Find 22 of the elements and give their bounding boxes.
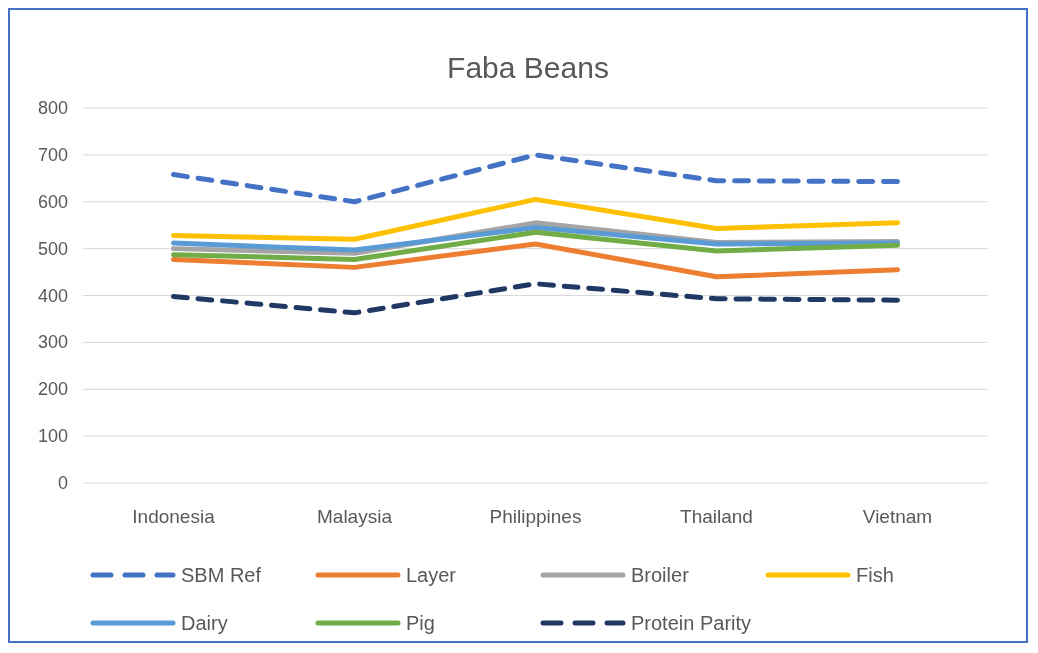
y-tick-label: 400 [37, 285, 68, 306]
legend-label: Layer [406, 564, 457, 586]
x-tick-label: Vietnam [862, 506, 933, 527]
y-tick-label: 300 [37, 332, 68, 353]
y-tick-label: 600 [37, 191, 68, 212]
legend-label: Protein Parity [631, 612, 752, 634]
legend-label: Dairy [181, 612, 228, 634]
y-tick-label: 800 [37, 98, 68, 118]
legend-label: Pig [406, 612, 435, 634]
x-tick-label: Philippines [489, 506, 582, 527]
y-tick-label: 200 [37, 379, 68, 400]
chart-title: Faba Beans [447, 51, 609, 84]
y-tick-label: 100 [37, 426, 68, 447]
x-tick-label: Indonesia [132, 506, 216, 527]
x-tick-label: Malaysia [317, 506, 393, 527]
x-tick-label: Thailand [680, 506, 753, 527]
y-tick-label: 500 [37, 238, 68, 259]
legend-label: Fish [856, 564, 894, 586]
y-tick-label: 0 [57, 473, 68, 493]
legend-label: Broiler [631, 564, 690, 586]
legend-label: SBM Ref [181, 564, 262, 586]
y-tick-label: 700 [37, 144, 68, 165]
